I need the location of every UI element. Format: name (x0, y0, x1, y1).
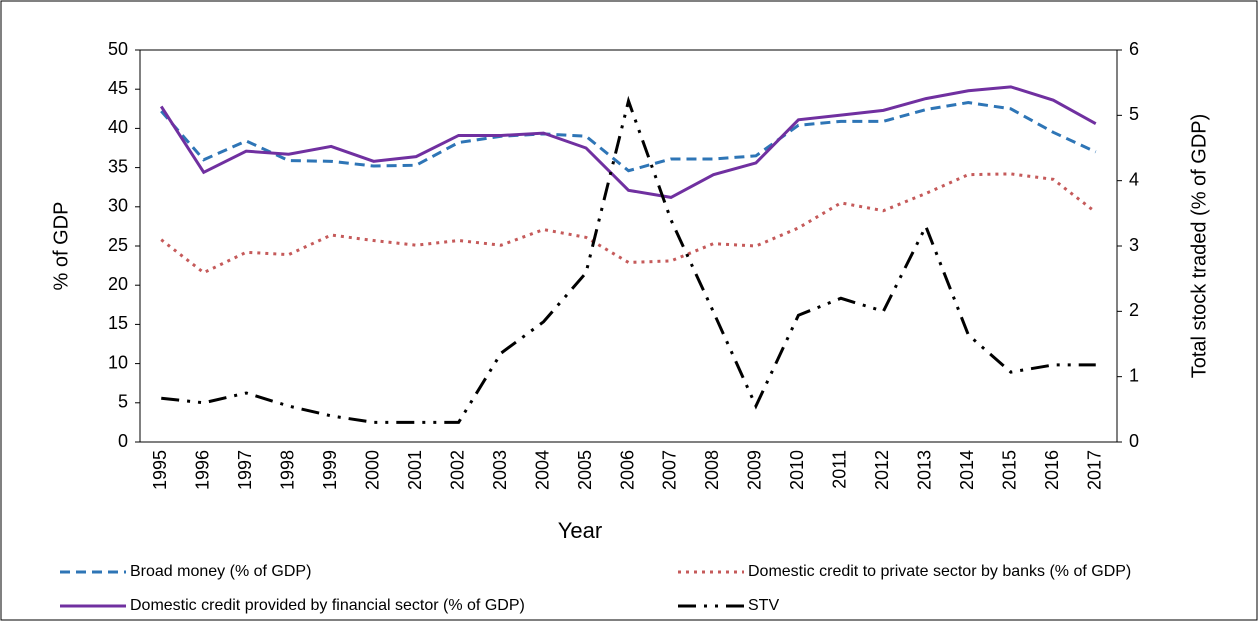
x-tick-label: 2009 (745, 450, 765, 490)
y-tick-label: 40 (108, 117, 128, 137)
y-tick-label: 25 (108, 235, 128, 255)
y-tick-label: 20 (108, 274, 128, 294)
legend-label: Domestic credit to private sector by ban… (748, 563, 1131, 580)
x-tick-label: 1997 (235, 450, 255, 490)
series-line (161, 95, 1096, 424)
y-tick-label: 30 (108, 196, 128, 216)
legend-label: STV (748, 597, 779, 614)
x-tick-label: 1996 (192, 450, 212, 490)
y2-tick-label: 6 (1129, 39, 1139, 59)
x-tick-label: 2017 (1085, 450, 1105, 490)
x-tick-label: 1999 (320, 450, 340, 490)
x-tick-label: 2011 (830, 450, 850, 489)
y-tick-label: 5 (118, 392, 128, 412)
y-tick-label: 0 (118, 431, 128, 451)
x-tick-label: 2007 (660, 450, 680, 490)
x-tick-label: 2013 (915, 450, 935, 490)
y2-tick-label: 0 (1129, 431, 1139, 451)
x-tick-label: 2005 (575, 450, 595, 490)
x-tick-label: 1995 (150, 450, 170, 490)
legend-label: Broad money (% of GDP) (130, 563, 311, 580)
x-tick-label: 2010 (787, 450, 807, 490)
y-tick-label: 15 (108, 313, 128, 333)
x-tick-label: 2003 (490, 450, 510, 490)
x-tick-label: 2012 (872, 450, 892, 490)
x-tick-label: 2004 (532, 450, 552, 490)
y-tick-label: 35 (108, 156, 128, 176)
y2-axis-title: Total stock traded (% of GDP) (1188, 114, 1210, 379)
y2-tick-label: 3 (1129, 235, 1139, 255)
series-line (160, 101, 1097, 173)
y2-tick-label: 1 (1129, 365, 1139, 385)
x-tick-label: 2008 (702, 450, 722, 490)
y2-tick-label: 4 (1129, 169, 1139, 189)
x-tick-label: 1998 (277, 450, 297, 490)
series-line (159, 85, 1097, 199)
y-tick-label: 45 (108, 78, 128, 98)
x-tick-label: 2000 (362, 450, 382, 490)
x-tick-label: 2006 (617, 450, 637, 490)
y2-tick-label: 2 (1129, 300, 1139, 320)
x-axis-title: Year (558, 518, 602, 543)
y-tick-label: 50 (108, 39, 128, 59)
x-tick-label: 2002 (447, 450, 467, 490)
y-tick-label: 10 (108, 352, 128, 372)
y-axis-title: % of GDP (50, 202, 72, 291)
y2-tick-label: 5 (1129, 104, 1139, 124)
legend-label: Domestic credit provided by financial se… (130, 597, 525, 614)
x-tick-label: 2014 (957, 450, 977, 490)
x-tick-label: 2016 (1042, 450, 1062, 490)
x-tick-label: 2015 (1000, 450, 1020, 490)
x-tick-label: 2001 (405, 450, 425, 490)
